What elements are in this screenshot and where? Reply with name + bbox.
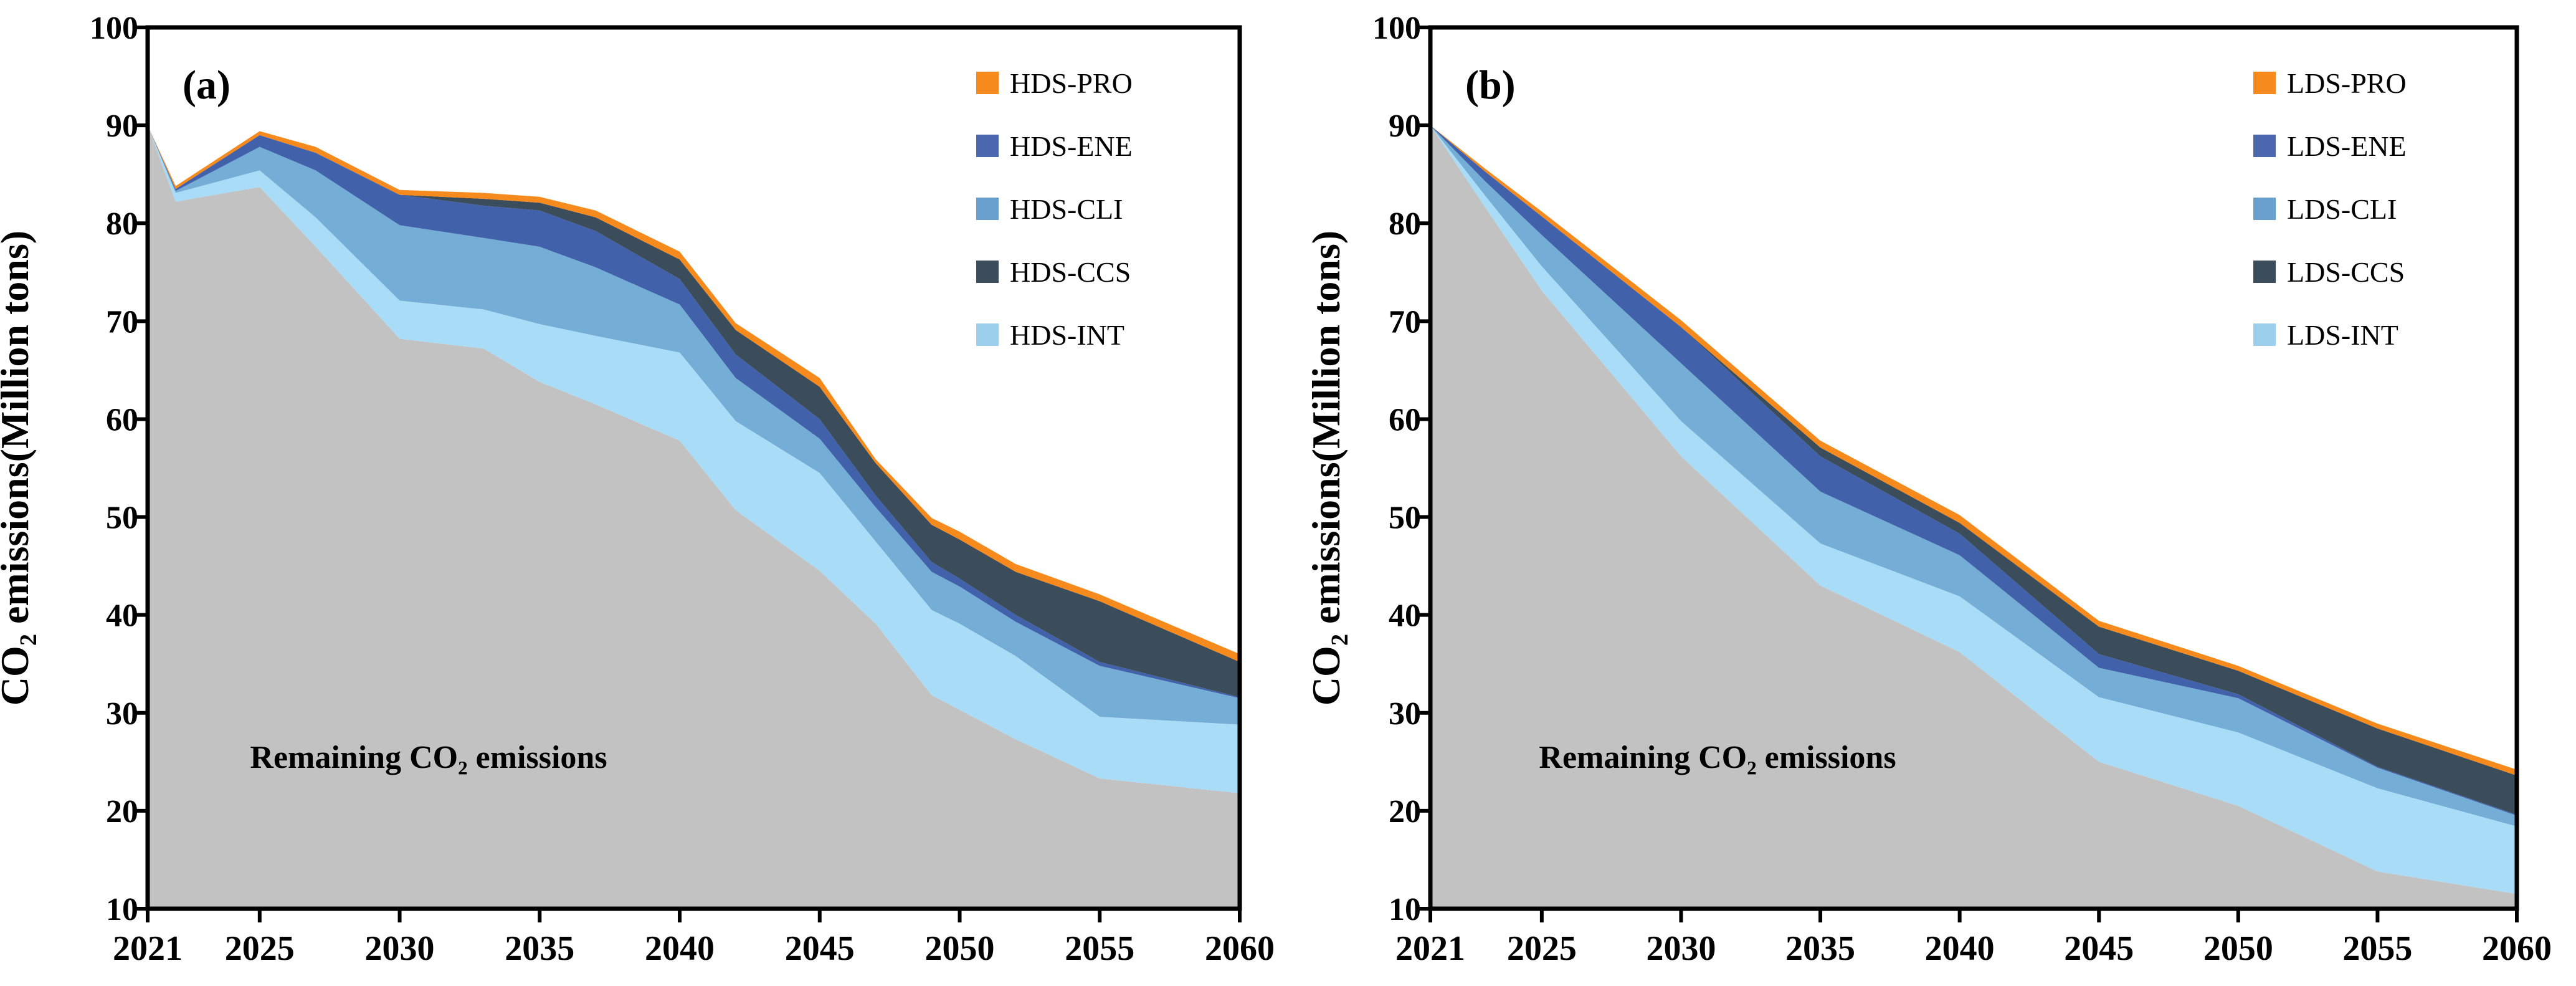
panel-letter: (a) xyxy=(183,62,231,108)
legend-swatch-hds-pro xyxy=(976,72,999,94)
x-tick-label: 2050 xyxy=(925,929,995,968)
y-tick-label: 20 xyxy=(1389,794,1421,830)
y-tick-label: 70 xyxy=(1389,304,1421,340)
band-int xyxy=(1430,125,2517,894)
y-tick-label: 10 xyxy=(1389,892,1421,927)
legend-label-hds-ccs: HDS-CCS xyxy=(1010,256,1131,288)
legend-label-hds-int: HDS-INT xyxy=(1010,319,1124,351)
band-ccs xyxy=(1430,125,2517,815)
panel-letter: (b) xyxy=(1465,62,1516,108)
x-tick-label: 2060 xyxy=(2482,929,2552,968)
x-tick-label: 2040 xyxy=(1925,929,1995,968)
legend-swatch-lds-ccs xyxy=(2253,261,2276,283)
y-tick-label: 70 xyxy=(106,304,138,340)
legend-label-lds-int: LDS-INT xyxy=(2287,319,2398,351)
y-axis-label: CO₂ emissions(Million tons) xyxy=(0,231,37,706)
legend-swatch-hds-ene xyxy=(976,135,999,157)
x-tick-label: 2040 xyxy=(645,929,715,968)
y-axis-label: CO₂ emissions(Million tons) xyxy=(1304,231,1348,706)
x-tick-label: 2050 xyxy=(2203,929,2273,968)
band-pro xyxy=(148,125,1240,663)
x-tick-label: 2021 xyxy=(1395,929,1465,968)
x-tick-label: 2030 xyxy=(1646,929,1716,968)
y-tick-label: 80 xyxy=(106,206,138,242)
band-remaining xyxy=(148,125,1240,909)
legend-label-lds-ccs: LDS-CCS xyxy=(2287,256,2405,288)
x-tick-label: 2045 xyxy=(2064,929,2134,968)
remaining-emissions-annotation: Remaining CO₂ emissions xyxy=(1539,740,1896,775)
y-tick-label: 40 xyxy=(1389,598,1421,634)
plot-border xyxy=(145,25,1242,911)
x-tick-label: 2035 xyxy=(1785,929,1855,968)
legend-swatch-lds-pro xyxy=(2253,72,2276,94)
legend-label-hds-pro: HDS-PRO xyxy=(1010,67,1133,99)
legend-label-hds-cli: HDS-CLI xyxy=(1010,193,1123,225)
band-remaining xyxy=(1430,125,2517,909)
y-tick-label: 80 xyxy=(1389,206,1421,242)
x-tick-label: 2035 xyxy=(505,929,574,968)
y-tick-label: 40 xyxy=(106,598,138,634)
y-tick-label: 20 xyxy=(106,794,138,830)
y-tick-label: 60 xyxy=(106,402,138,438)
band-ccs xyxy=(148,125,1240,697)
y-tick-label: 100 xyxy=(90,11,138,46)
x-tick-label: 2060 xyxy=(1205,929,1275,968)
y-tick-label: 50 xyxy=(1389,500,1421,536)
legend-swatch-lds-ene xyxy=(2253,135,2276,157)
legend-label-lds-pro: LDS-PRO xyxy=(2287,67,2407,99)
legend-swatch-hds-ccs xyxy=(976,261,999,283)
legend-label-lds-cli: LDS-CLI xyxy=(2287,193,2397,225)
y-tick-label: 90 xyxy=(1389,108,1421,144)
y-tick-label: 10 xyxy=(106,892,138,927)
legend-label-lds-ene: LDS-ENE xyxy=(2287,130,2407,162)
legend-swatch-hds-cli xyxy=(976,198,999,220)
remaining-emissions-annotation: Remaining CO₂ emissions xyxy=(250,740,607,775)
x-tick-label: 2030 xyxy=(365,929,435,968)
y-tick-label: 30 xyxy=(1389,696,1421,732)
legend-swatch-lds-int xyxy=(2253,323,2276,346)
x-tick-label: 2055 xyxy=(1065,929,1134,968)
band-cli xyxy=(148,125,1240,725)
x-tick-label: 2055 xyxy=(2342,929,2412,968)
y-tick-label: 50 xyxy=(106,500,138,536)
y-tick-label: 90 xyxy=(106,108,138,144)
y-tick-label: 30 xyxy=(106,696,138,732)
x-tick-label: 2025 xyxy=(225,929,295,968)
x-tick-label: 2045 xyxy=(785,929,855,968)
legend-swatch-hds-int xyxy=(976,323,999,346)
x-tick-label: 2021 xyxy=(113,929,183,968)
plot-border xyxy=(1428,25,2519,911)
y-tick-label: 100 xyxy=(1372,11,1421,46)
band-int xyxy=(148,125,1240,793)
x-tick-label: 2025 xyxy=(1507,929,1577,968)
legend-swatch-lds-cli xyxy=(2253,198,2276,220)
y-tick-label: 60 xyxy=(1389,402,1421,438)
legend-label-hds-ene: HDS-ENE xyxy=(1010,130,1133,162)
